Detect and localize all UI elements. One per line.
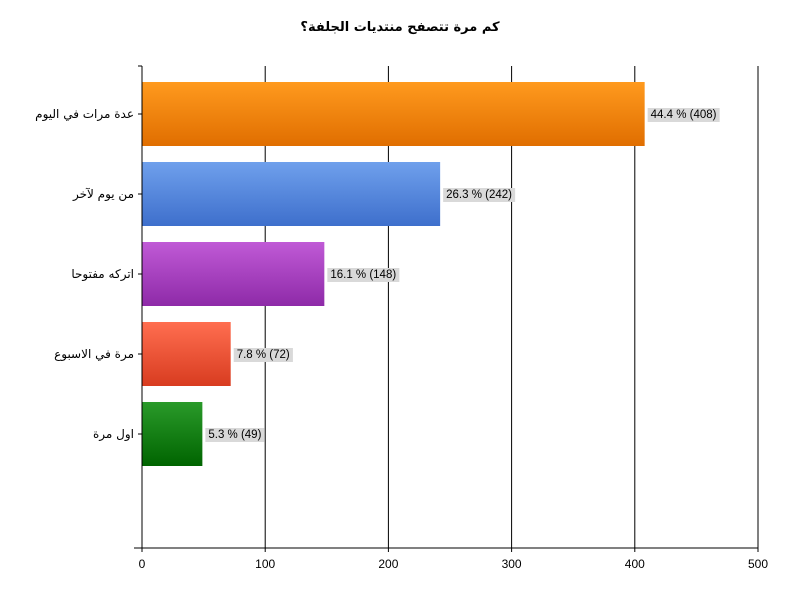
- chart-title: كم مرة تتصفح منتديات الجلفة؟: [300, 20, 500, 35]
- data-label-4: 5.3 % (49): [208, 429, 261, 441]
- category-label-2: اتركه مفتوحا: [71, 267, 134, 282]
- category-label-0: عدة مرات في اليوم: [35, 107, 134, 122]
- tick-label-x-400: 400: [625, 557, 645, 571]
- data-label-2: 16.1 % (148): [330, 269, 396, 281]
- category-label-4: اول مرة: [93, 427, 134, 442]
- bar-4: [142, 402, 203, 466]
- data-label-bg-3: [233, 348, 293, 362]
- data-label-bg-1: [443, 188, 516, 202]
- bar-3: [142, 322, 231, 386]
- bars: 44.4 % (408) 26.3 % (242) 16.1 % (148) 7.8 …: [142, 82, 720, 466]
- data-label-bg-4: [205, 428, 265, 442]
- data-label-3: 7.8 % (72): [237, 349, 290, 361]
- category-label-3: مرة في الاسبوع: [54, 347, 134, 362]
- tick-label-x-500: 500: [748, 557, 768, 571]
- category-label-1: من يوم لآخر: [72, 187, 134, 202]
- tick-label-x-100: 100: [255, 557, 275, 571]
- data-label-1: 26.3 % (242): [446, 189, 512, 201]
- data-label-bg-0: [647, 108, 720, 122]
- grid-lines: [264, 66, 759, 548]
- data-label-0: 44.4 % (408): [651, 109, 717, 121]
- bar-2: [142, 242, 325, 306]
- tick-label-x-200: 200: [378, 557, 398, 571]
- data-label-bg-2: [327, 268, 400, 282]
- tick-label-x-0: 0: [139, 557, 146, 571]
- bar-0: [142, 82, 645, 146]
- tick-label-x-300: 300: [502, 557, 522, 571]
- bar-1: [142, 162, 441, 226]
- axes: 0 100 200 300 400 500 عدة مرات في اليوم من يوم …: [35, 65, 768, 571]
